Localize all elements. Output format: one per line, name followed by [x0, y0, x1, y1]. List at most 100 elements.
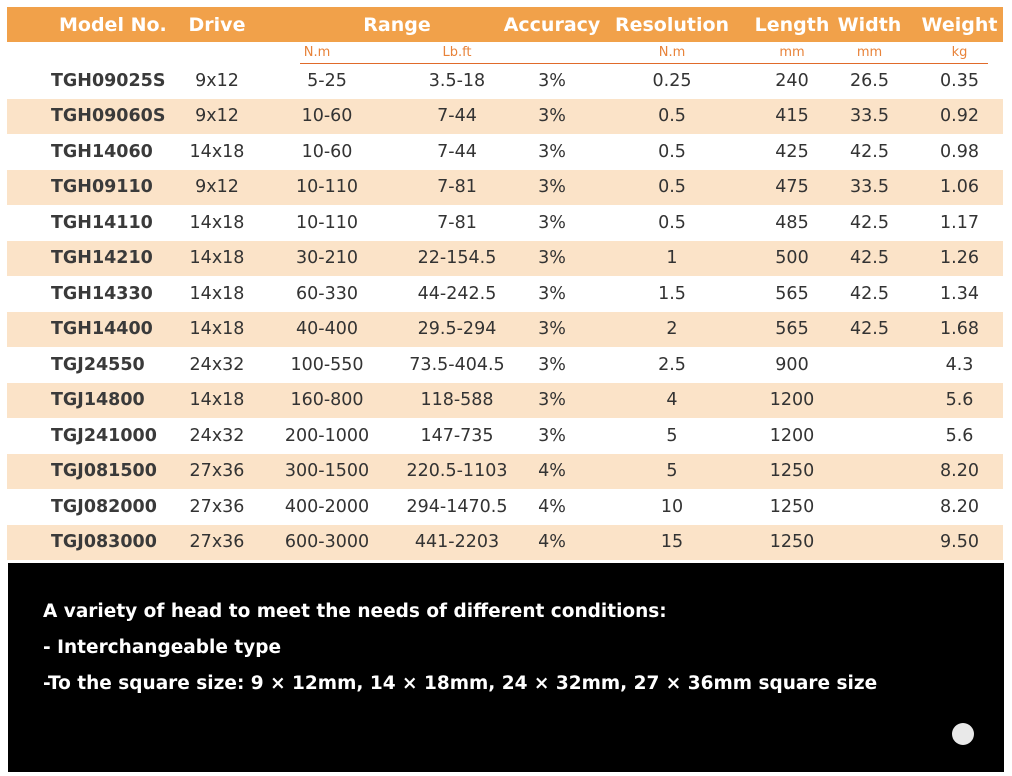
cell-width: 26.5: [850, 70, 889, 91]
cell-drive: 14x18: [189, 283, 245, 304]
cell-drive: 14x18: [189, 319, 245, 339]
cell-accuracy: 3%: [538, 425, 566, 446]
cell-length: 1200: [769, 425, 815, 446]
cell-width: 33.5: [850, 177, 889, 197]
cell-range-lb: 441-2203: [414, 532, 500, 552]
cell-weight: 1.34: [940, 283, 979, 304]
cell-range-nm: 160-800: [290, 390, 364, 410]
cell-range-lb: 73.5-404.5: [409, 354, 505, 375]
cell-drive: 9x12: [195, 177, 239, 197]
table-row: TGH14110 14x18 10-110 7-81 3% 0.5 485 42.5 1.17: [7, 205, 1003, 240]
cell-weight: 5.6: [945, 425, 974, 446]
cell-range-lb: 7-44: [437, 106, 477, 126]
table-row: TGH14060 14x18 10-60 7-44 3% 0.5 425 42.5 0.98: [7, 134, 1003, 169]
header-resolution: Resolution: [614, 13, 730, 36]
cell-range-nm: 10-60: [301, 106, 353, 126]
cell-length: 415: [775, 106, 809, 126]
table-row: TGJ082000 27x36 400-2000 294-1470.5 4% 10 1250…: [7, 489, 1003, 524]
cell-model: TGJ241000: [51, 425, 157, 446]
table-row: TGJ241000 24x32 200-1000 147-735 3% 5 1200 5.6: [7, 418, 1003, 453]
cell-length: 565: [775, 319, 809, 339]
cell-range-lb: 3.5-18: [428, 70, 486, 91]
cell-resolution: 2.5: [658, 354, 686, 375]
info-panel: A variety of head to meet the needs of d…: [8, 563, 1004, 772]
cell-model: TGJ083000: [51, 532, 157, 552]
unit-width: mm: [856, 44, 883, 60]
cell-resolution: 0.5: [658, 141, 686, 162]
header-accuracy: Accuracy: [503, 13, 601, 36]
cell-resolution: 0.5: [658, 212, 686, 233]
cell-model: TGJ082000: [51, 496, 157, 517]
cell-width: [837, 525, 902, 560]
cell-range-nm: 40-400: [296, 319, 358, 339]
cell-weight: 1.26: [940, 248, 979, 268]
table-row: TGJ081500 27x36 300-1500 220.5-1103 4% 5 1250 8…: [7, 453, 1003, 489]
cell-accuracy: 4%: [538, 461, 566, 481]
cell-range-nm: 10-60: [301, 141, 353, 162]
cell-weight: 8.20: [940, 496, 979, 517]
cell-accuracy: 3%: [538, 283, 566, 304]
cell-weight: 0.98: [940, 141, 979, 162]
cell-range-nm: 300-1500: [284, 461, 370, 481]
cell-resolution: 5: [666, 461, 678, 481]
cell-weight: 0.35: [940, 70, 979, 91]
cell-weight: 5.6: [945, 390, 974, 410]
cell-range-lb: 147-735: [420, 425, 494, 446]
cell-resolution: 2: [666, 319, 678, 339]
info-line-1: A variety of head to meet the needs of d…: [43, 601, 667, 622]
cell-drive: 9x12: [195, 106, 239, 126]
cell-length: 1200: [769, 390, 815, 410]
cell-length: 1250: [769, 496, 815, 517]
cell-drive: 14x18: [189, 141, 245, 162]
cell-width: [837, 383, 902, 418]
cell-width: 42.5: [850, 283, 889, 304]
cell-range-lb: 294-1470.5: [406, 496, 508, 517]
table-row: TGH09025S 9x12 5-25 3.5-18 3% 0.25 240 26.5 0.35: [7, 63, 1003, 98]
cell-drive: 27x36: [189, 496, 245, 517]
header-drive: Drive: [188, 13, 246, 36]
cell-accuracy: 4%: [538, 532, 566, 552]
cell-length: 1250: [769, 461, 815, 481]
header-range: Range: [363, 13, 431, 36]
cell-weight: 4.3: [945, 354, 974, 375]
cell-model: TGH09060S: [51, 106, 166, 126]
cell-drive: 14x18: [189, 248, 245, 268]
cell-width: [837, 454, 902, 489]
cell-width: [837, 489, 902, 524]
cell-drive: 24x32: [189, 425, 245, 446]
cell-resolution: 0.25: [652, 70, 692, 91]
cell-resolution: 15: [660, 532, 684, 552]
cell-width: 42.5: [850, 212, 889, 233]
cell-model: TGJ24550: [51, 354, 145, 375]
cell-range-nm: 100-550: [290, 354, 364, 375]
cell-accuracy: 3%: [538, 106, 566, 126]
cell-length: 425: [775, 141, 809, 162]
cell-range-lb: 7-81: [437, 177, 477, 197]
cell-range-lb: 7-81: [437, 212, 477, 233]
cell-width: [837, 418, 902, 453]
cell-length: 900: [775, 354, 809, 375]
table-row: TGH14400 14x18 40-400 29.5-294 3% 2 565 42.5 1.6…: [7, 311, 1003, 347]
cell-accuracy: 3%: [538, 248, 566, 268]
cell-width: 33.5: [850, 106, 889, 126]
cell-model: TGH14210: [51, 248, 153, 268]
cell-model: TGH14060: [51, 141, 153, 162]
info-line-3: -To the square size: 9 × 12mm, 14 × 18mm…: [43, 673, 878, 694]
cell-range-nm: 5-25: [307, 70, 347, 91]
cell-drive: 14x18: [189, 390, 245, 410]
table-header: Model No. Drive Range Accuracy Resolutio…: [7, 7, 1003, 42]
cell-accuracy: 3%: [538, 70, 566, 91]
cell-range-nm: 600-3000: [284, 532, 370, 552]
cell-range-nm: 200-1000: [284, 425, 370, 446]
cell-length: 1250: [769, 532, 815, 552]
cell-range-lb: 44-242.5: [417, 283, 497, 304]
cell-range-nm: 60-330: [296, 283, 358, 304]
unit-range-nm: N.m: [303, 44, 331, 60]
cell-range-nm: 400-2000: [284, 496, 370, 517]
table-row: TGJ14800 14x18 160-800 118-588 3% 4 1200 5.6: [7, 382, 1003, 418]
table-row: TGH09110 9x12 10-110 7-81 3% 0.5 475 33.5 1.06: [7, 169, 1003, 205]
cell-drive: 27x36: [189, 532, 245, 552]
info-line-2: - Interchangeable type: [43, 637, 282, 658]
cell-accuracy: 3%: [538, 319, 566, 339]
cell-accuracy: 3%: [538, 141, 566, 162]
